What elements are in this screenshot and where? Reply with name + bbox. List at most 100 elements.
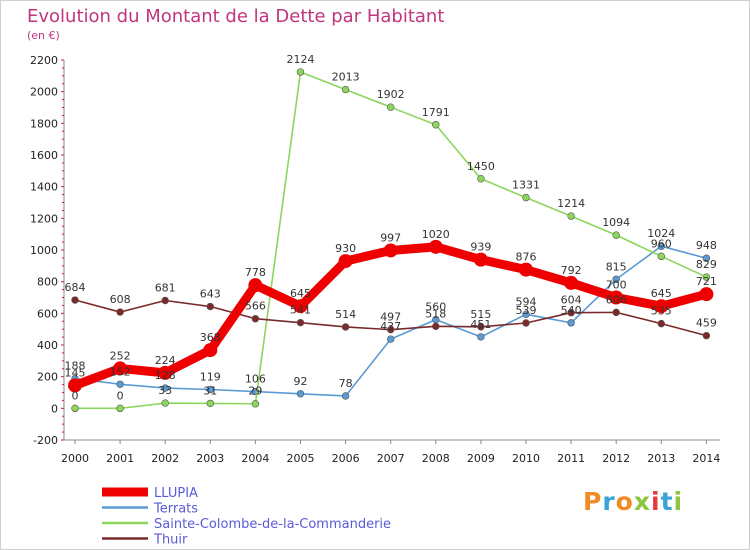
x-tick-label: 2008 — [422, 452, 450, 465]
data-point — [567, 319, 575, 327]
data-label: 948 — [696, 239, 717, 252]
data-label: 540 — [561, 304, 582, 317]
data-label: 1902 — [377, 88, 405, 101]
data-label: 876 — [516, 251, 537, 264]
data-label: 0 — [72, 389, 79, 402]
data-label: 645 — [290, 287, 311, 300]
series-layer — [68, 68, 714, 413]
data-point — [522, 310, 530, 318]
data-label: 29 — [248, 385, 262, 398]
data-point — [432, 322, 440, 331]
x-tick-label: 2007 — [377, 452, 405, 465]
data-label: 792 — [561, 264, 582, 277]
data-point — [248, 278, 263, 293]
data-point — [71, 404, 79, 413]
y-tick-label: 400 — [37, 339, 58, 352]
data-label: 815 — [606, 260, 627, 273]
data-point — [161, 296, 169, 305]
y-tick-label: 1000 — [30, 244, 58, 257]
data-label: 1020 — [422, 228, 450, 241]
x-tick-label: 2013 — [647, 452, 675, 465]
data-point — [251, 400, 260, 408]
data-label: 1791 — [422, 106, 450, 119]
data-label: 106 — [245, 373, 266, 386]
data-point — [702, 273, 711, 281]
data-label: 0 — [117, 389, 124, 402]
data-label: 535 — [651, 305, 672, 318]
data-label: 2124 — [287, 53, 315, 66]
data-label: 939 — [470, 241, 491, 254]
data-point — [432, 121, 440, 129]
y-tick-label: 200 — [37, 371, 58, 384]
chart-subtitle: (en €) — [27, 29, 60, 42]
x-tick-label: 2004 — [241, 452, 269, 465]
y-tick-label: -200 — [33, 434, 58, 447]
data-label: 252 — [110, 349, 131, 362]
data-point — [116, 404, 124, 413]
y-tick-label: 800 — [37, 276, 58, 289]
data-point — [428, 239, 443, 254]
data-label: 608 — [110, 293, 131, 306]
data-label: 1214 — [557, 197, 585, 210]
data-point — [161, 399, 169, 407]
x-tick-label: 2002 — [151, 452, 179, 465]
data-label: 700 — [606, 279, 627, 292]
data-point — [657, 252, 665, 261]
logo-letter: i — [673, 487, 684, 516]
x-tick-label: 2000 — [61, 452, 89, 465]
data-label: 188 — [65, 360, 86, 373]
axes: -200020040060080010001200140016001800200… — [30, 54, 720, 465]
logo-letter: x — [633, 487, 651, 516]
y-tick-label: 0 — [51, 402, 58, 415]
data-point — [702, 254, 711, 262]
y-tick-label: 1400 — [30, 181, 58, 194]
data-label: 645 — [651, 287, 672, 300]
data-point — [296, 318, 305, 327]
data-point — [657, 242, 665, 250]
data-point — [203, 343, 218, 358]
data-point — [612, 275, 620, 283]
data-point — [206, 302, 215, 311]
data-label: 368 — [200, 331, 221, 344]
data-point — [341, 392, 350, 400]
data-point — [567, 212, 575, 220]
data-label: 31 — [203, 384, 217, 397]
data-point — [522, 193, 530, 202]
data-point — [71, 296, 79, 304]
data-point — [206, 399, 215, 408]
data-label: 997 — [380, 231, 401, 244]
data-label: 128 — [155, 369, 176, 382]
x-tick-label: 2003 — [196, 452, 224, 465]
data-label: 541 — [290, 304, 311, 317]
data-label: 1094 — [602, 216, 630, 229]
data-label: 721 — [696, 275, 717, 288]
data-label: 437 — [380, 320, 401, 333]
data-label: 92 — [294, 375, 308, 388]
logo-letter: t — [660, 487, 674, 516]
data-point — [564, 275, 579, 290]
legend-label: Terrats — [153, 502, 198, 517]
data-label: 1331 — [512, 179, 540, 192]
data-point — [473, 252, 488, 267]
data-label: 514 — [335, 308, 356, 321]
data-label: 606 — [606, 293, 627, 306]
data-label: 960 — [651, 237, 672, 250]
logo-letter: i — [651, 487, 661, 516]
data-label: 451 — [470, 318, 491, 331]
data-point — [654, 299, 669, 314]
x-tick-label: 2009 — [467, 452, 495, 465]
data-point — [387, 335, 395, 343]
data-point — [116, 308, 124, 316]
legend-label: Sainte-Colombe-de-la-Commanderie — [154, 517, 391, 532]
data-label: 78 — [339, 377, 353, 390]
data-labels: 145 252 224 368 778 645 930 997 1020 939 876 792 700… — [65, 53, 717, 402]
data-point — [702, 331, 711, 340]
data-point — [657, 319, 665, 328]
logo-letter: r — [602, 487, 616, 516]
x-tick-label: 2001 — [106, 452, 134, 465]
data-point — [161, 384, 169, 392]
y-tick-label: 2000 — [30, 86, 58, 99]
data-point — [519, 262, 533, 277]
data-label: 643 — [200, 288, 221, 301]
